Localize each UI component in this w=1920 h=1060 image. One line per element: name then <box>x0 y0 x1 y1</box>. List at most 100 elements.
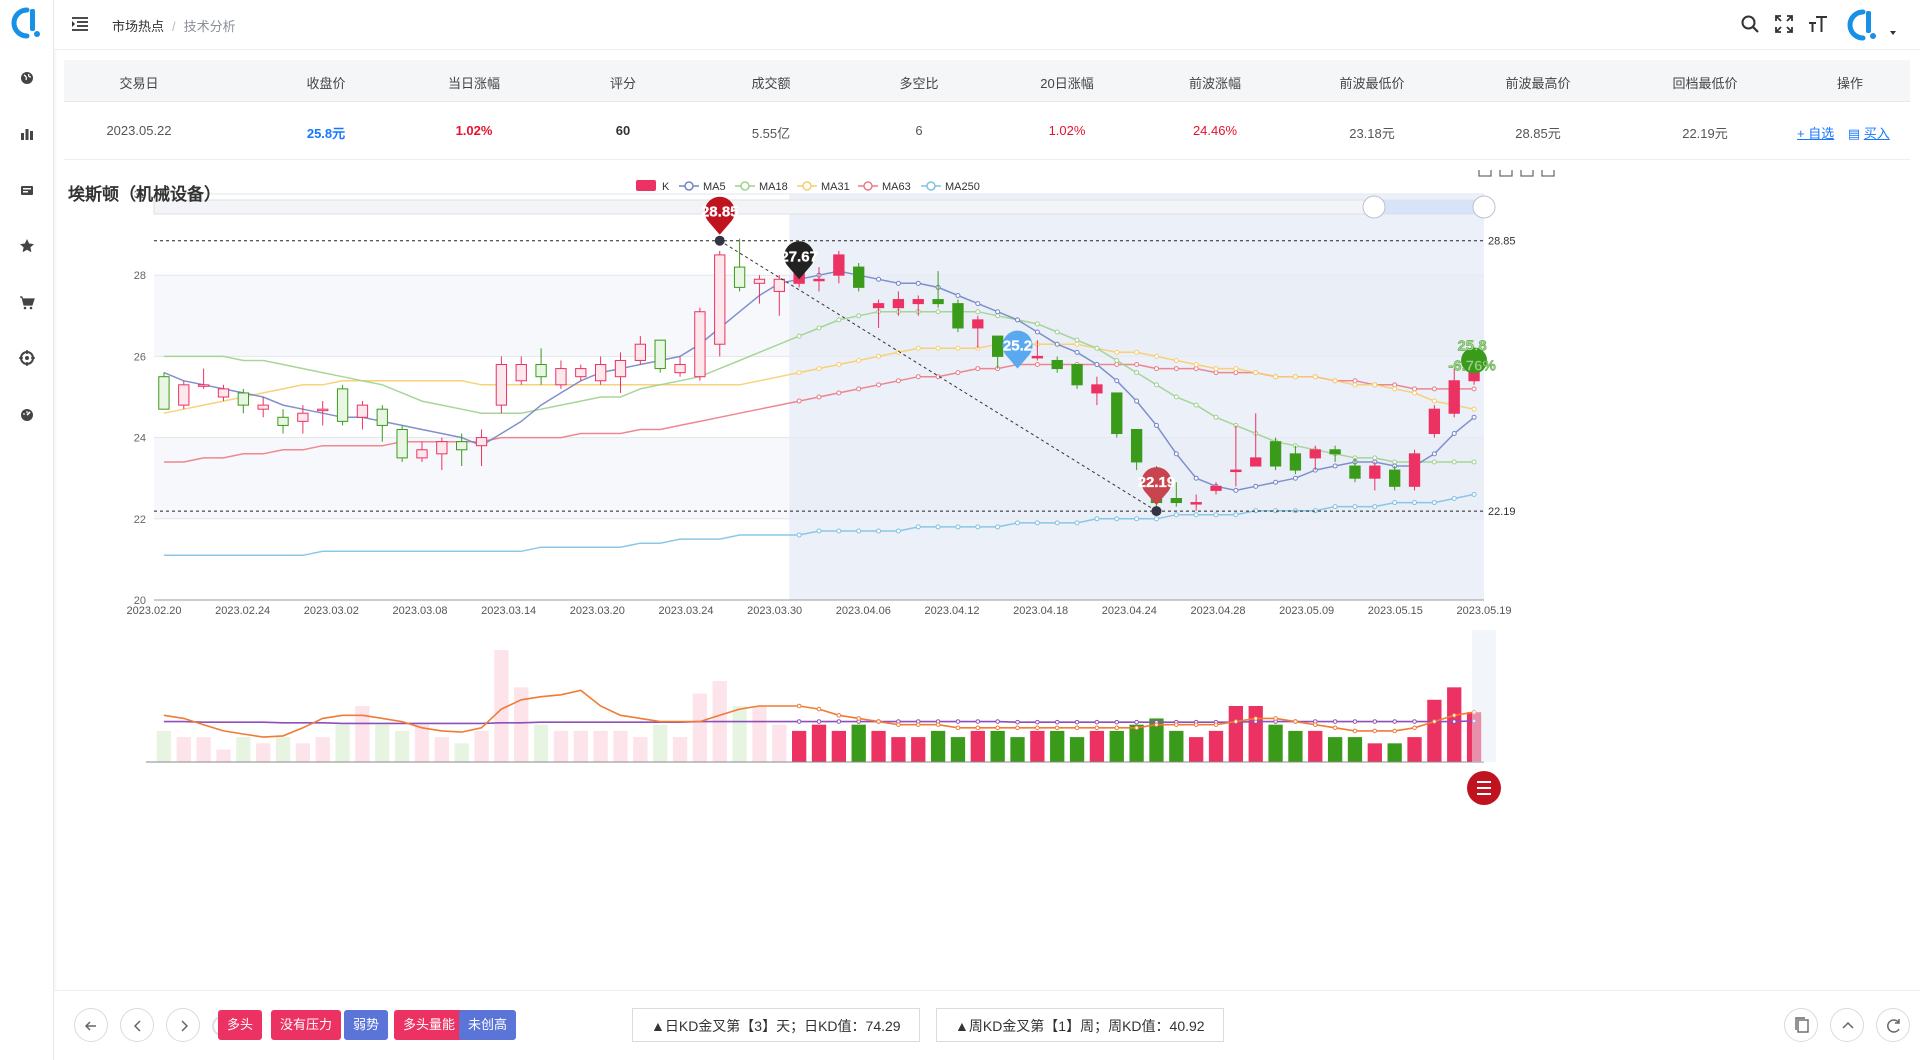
chevron-down-icon[interactable] <box>1888 28 1898 38</box>
volume-bar <box>1327 737 1343 762</box>
candle <box>654 339 666 373</box>
dashboard-icon[interactable] <box>15 402 39 426</box>
volume-ma-line-orange-point <box>1412 725 1417 731</box>
ma31-line-point <box>1074 341 1080 347</box>
font-size-icon[interactable] <box>1807 13 1829 35</box>
back-button[interactable] <box>74 1008 108 1042</box>
floating-menu-button[interactable] <box>1467 771 1501 805</box>
legend-swatch-dot <box>926 181 936 191</box>
logo-icon[interactable] <box>10 6 44 40</box>
candle-body <box>614 359 627 378</box>
ma18-line-point <box>1134 370 1140 376</box>
x-tick-label: 2023.04.24 <box>1102 605 1157 617</box>
ma-point-marker-shape <box>1002 330 1033 369</box>
candle <box>277 409 289 434</box>
candle-body <box>912 299 924 305</box>
bar-chart-icon[interactable] <box>15 122 39 146</box>
candle <box>1428 405 1441 438</box>
volume-ma-line-orange-point <box>876 719 881 724</box>
candle-body <box>515 364 527 382</box>
candle-body <box>336 388 349 422</box>
kline-chart-svg[interactable]: 20 22 24 26 28 30 K MA5 MA18 MA31 MA63 MA250 2023.02… <box>54 163 1920 970</box>
restore-icon-shape <box>1520 163 1534 177</box>
next-button[interactable] <box>166 1008 200 1042</box>
volume-ma-line-orange-point <box>816 706 822 712</box>
status-tag-2[interactable]: 弱势 <box>344 1010 389 1040</box>
cell-close: 25.8元 <box>306 126 346 141</box>
volume-ma-line-orange-point <box>1432 719 1437 724</box>
refresh-button[interactable] <box>1876 1008 1910 1042</box>
cart-icon[interactable] <box>15 290 39 314</box>
ma250-line-point <box>1193 512 1199 518</box>
save-image-icon[interactable] <box>1541 163 1555 177</box>
ma31-line-point <box>955 345 961 351</box>
ma5-line-point <box>1153 422 1159 428</box>
breadcrumb-parent[interactable]: 市场热点 <box>112 19 165 34</box>
ma250-line-point <box>1173 512 1179 518</box>
candle <box>178 380 190 410</box>
zoom-icon[interactable] <box>1478 163 1492 177</box>
volume-bar <box>1169 730 1184 762</box>
candle <box>436 437 448 471</box>
zoom-reset-icon[interactable] <box>1499 163 1513 177</box>
menu-toggle-icon[interactable] <box>70 14 90 34</box>
status-tag-1[interactable]: 没有压力 <box>271 1010 342 1040</box>
status-tag-4[interactable]: 未创高 <box>459 1010 517 1040</box>
ma250-line-point <box>1114 516 1120 522</box>
volume-bar <box>1367 743 1382 762</box>
ma250-line-point <box>1412 500 1418 506</box>
x-tick-label: 2023.05.15 <box>1368 605 1423 617</box>
candle <box>297 405 309 434</box>
x-tick-label: 2023.04.06 <box>836 605 891 617</box>
add-watchlist-link[interactable]: + 自选 <box>1797 126 1835 141</box>
volume-bar <box>434 737 449 762</box>
volume-bar <box>474 730 489 762</box>
news-icon[interactable] <box>15 178 39 202</box>
target-icon[interactable] <box>15 346 39 370</box>
prev-button[interactable] <box>120 1008 154 1042</box>
ma18-line-point <box>1034 321 1040 327</box>
legend-item-ma63: MA63 <box>858 181 911 193</box>
chevron-left-icon <box>133 1020 141 1032</box>
legend-swatch-dot <box>802 181 812 191</box>
candle <box>396 425 408 462</box>
buy-link[interactable]: 买入 <box>1863 126 1890 141</box>
candle <box>952 299 964 333</box>
ma250-line-point <box>1332 504 1338 510</box>
volume-bar <box>1069 737 1085 762</box>
candle-body <box>1071 364 1083 386</box>
restore-icon[interactable] <box>1520 163 1534 177</box>
candle-body <box>1250 457 1262 467</box>
ma5-line-point <box>1074 349 1080 355</box>
fullscreen-icon[interactable] <box>1773 13 1795 35</box>
user-avatar-icon[interactable] <box>1846 8 1880 42</box>
copy-button[interactable] <box>1784 1008 1818 1042</box>
candle <box>1389 466 1401 491</box>
candle-body <box>237 392 249 406</box>
candle-body <box>1210 485 1222 491</box>
volume-bar <box>792 730 807 762</box>
candle-body <box>1448 380 1460 414</box>
ma5-line-point <box>915 280 921 286</box>
ma31-line-point <box>1292 374 1298 380</box>
search-icon[interactable] <box>1739 13 1761 35</box>
ma31-line-point <box>1153 353 1159 359</box>
volume-ma-line-orange-point <box>1253 716 1259 721</box>
star-icon[interactable] <box>15 234 39 258</box>
candle-body <box>1349 465 1361 479</box>
scroll-top-button[interactable] <box>1830 1008 1864 1042</box>
ma250-line-point <box>1431 500 1437 506</box>
status-tag-0[interactable]: 多头 <box>218 1010 263 1040</box>
volume-bar <box>950 737 966 762</box>
ma31-line-point <box>1233 366 1239 372</box>
ma-point-marker: 25.2 <box>1002 330 1033 369</box>
volume-bar <box>831 730 846 762</box>
volume-bar <box>752 706 767 762</box>
globe-icon[interactable] <box>15 66 39 90</box>
buy-icon[interactable]: ▤ <box>1847 126 1861 141</box>
candle <box>1309 445 1321 471</box>
ma31-line-point <box>1134 349 1140 355</box>
kline-chart[interactable]: 20 22 24 26 28 30 K MA5 MA18 MA31 MA63 MA250 2023.02… <box>54 163 1920 970</box>
candle-body <box>932 299 944 305</box>
status-tag-3[interactable]: 多头量能 <box>394 1010 465 1040</box>
